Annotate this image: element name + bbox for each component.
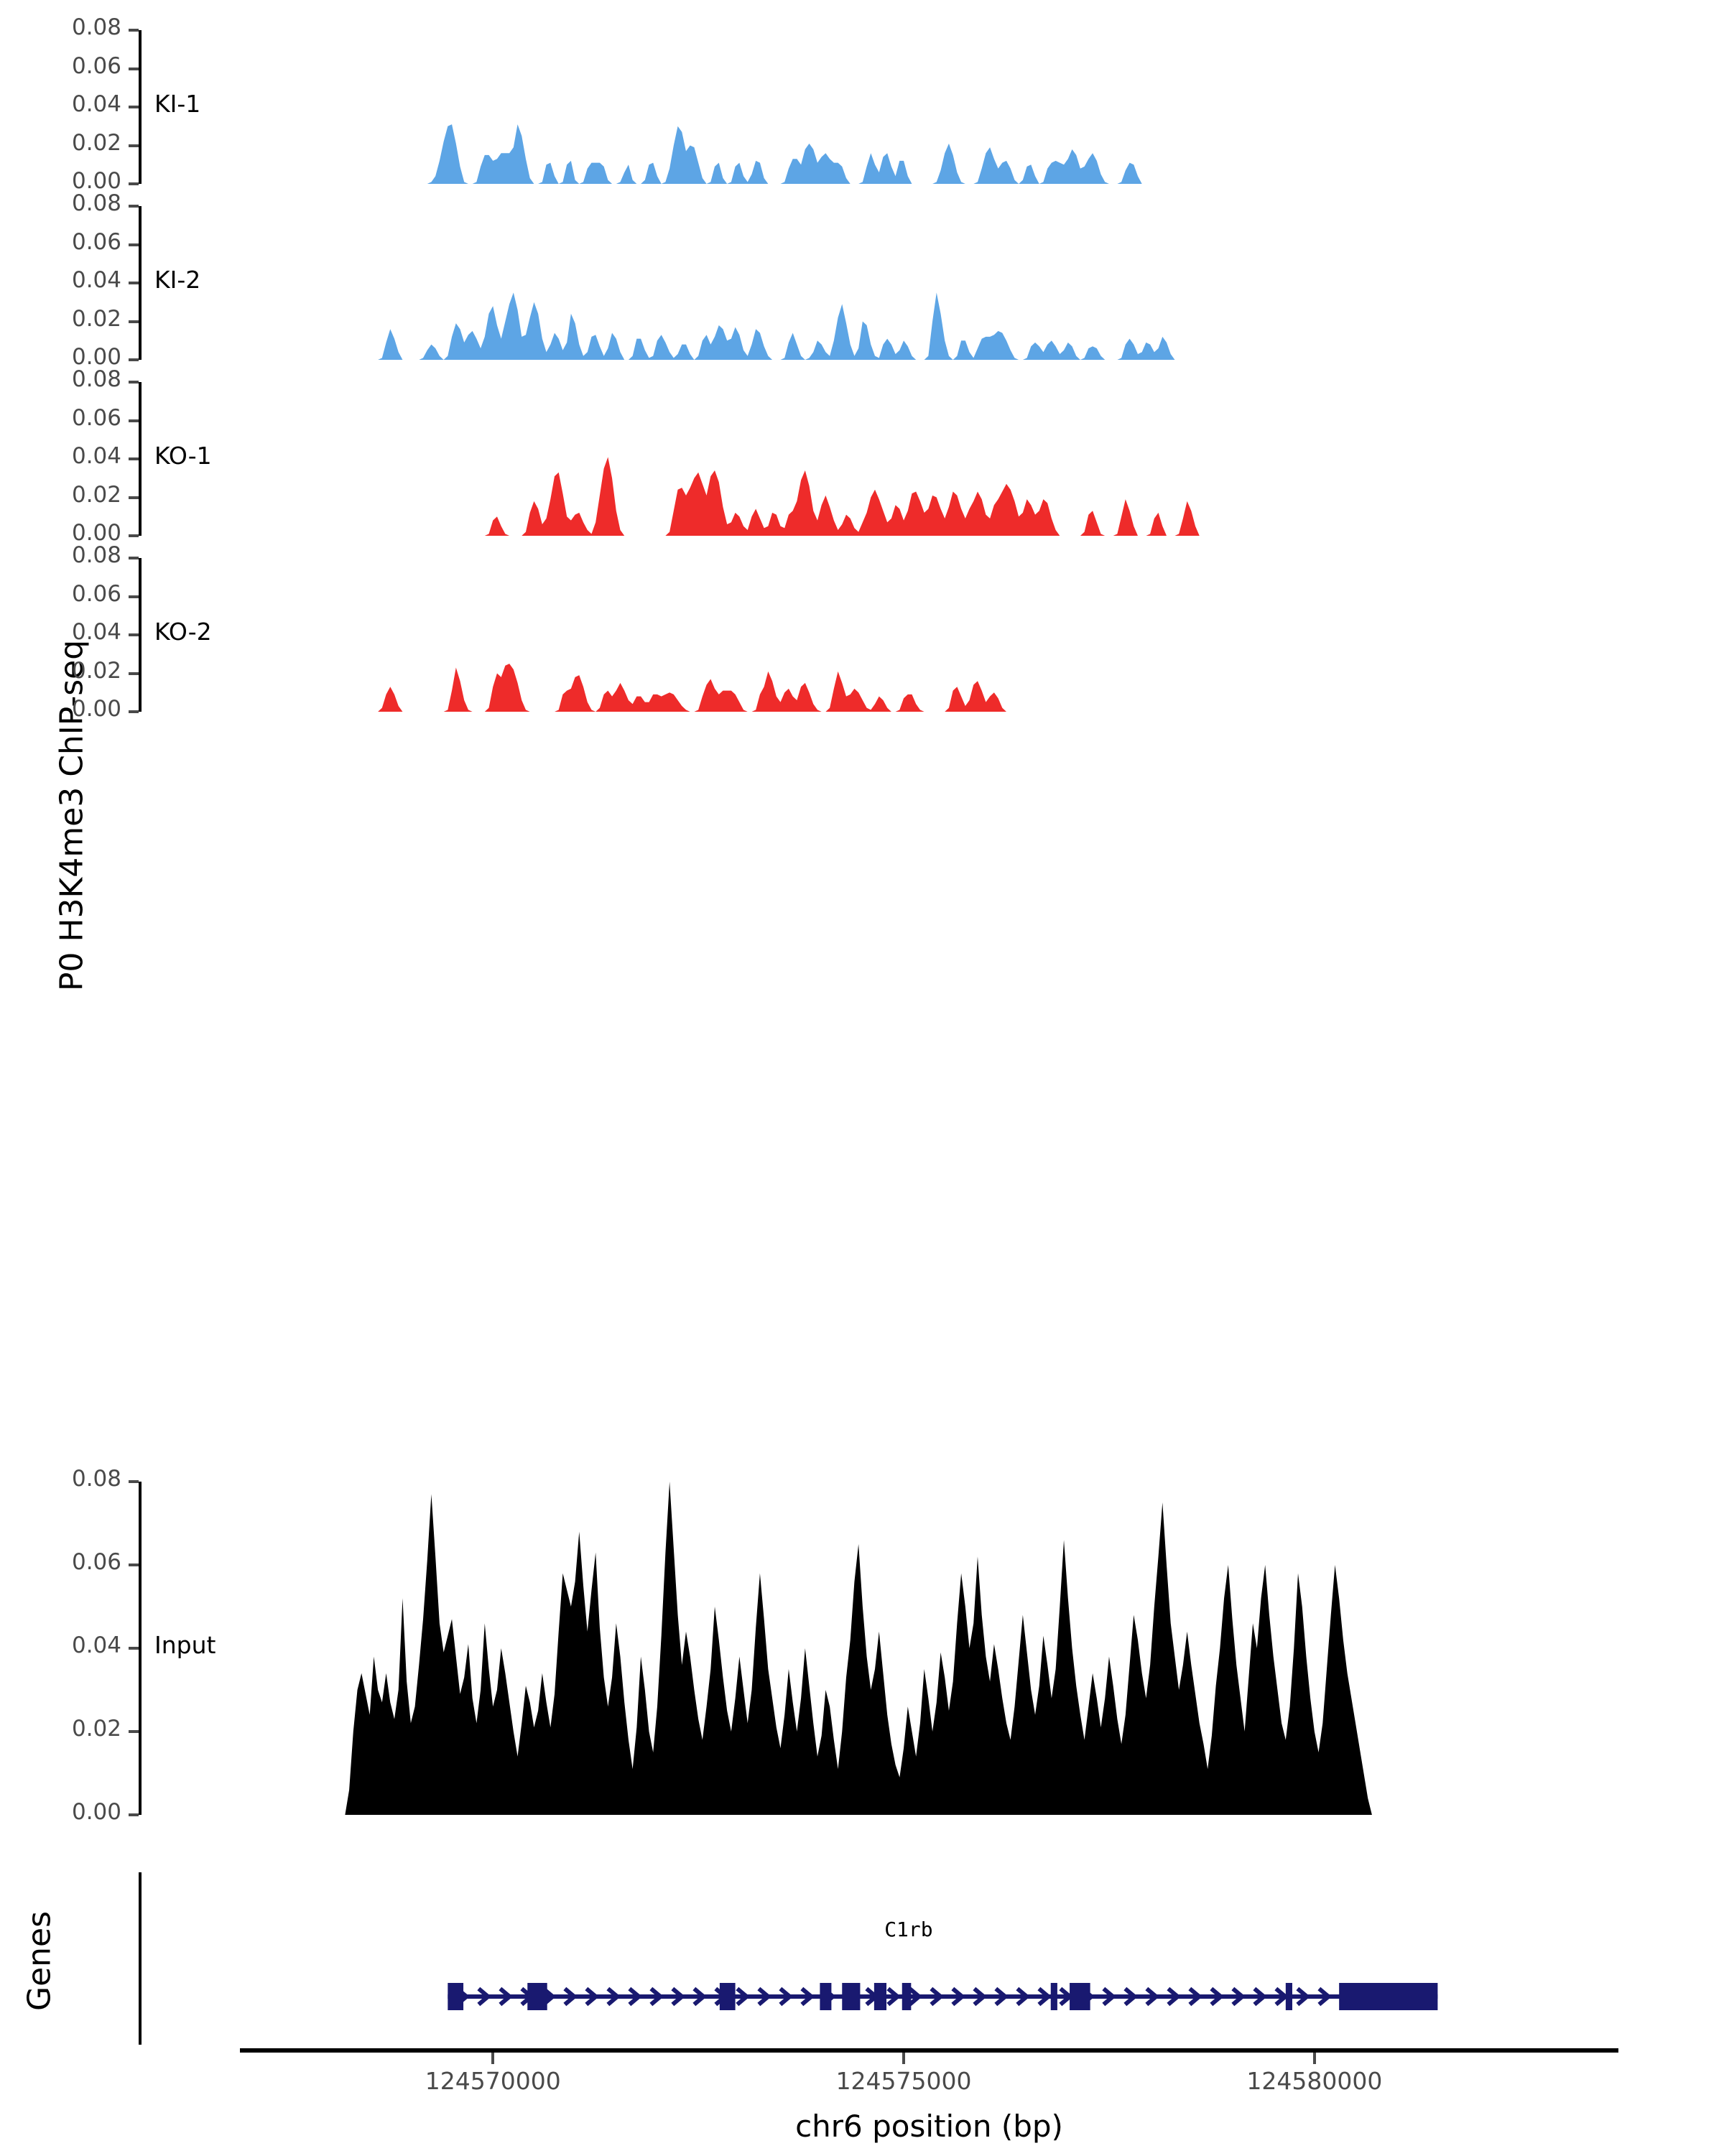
track-label-ko-1: KO-1: [154, 442, 212, 470]
gene-model-c1rb: [0, 1872, 1724, 2088]
y-tick-mark: [129, 633, 139, 636]
y-tick-label: 0.06: [71, 1549, 121, 1575]
y-tick-mark: [129, 1813, 139, 1816]
y-tick-mark: [129, 144, 139, 147]
y-tick-label: 0.02: [71, 129, 121, 156]
signal-area-input: [0, 1479, 1724, 1818]
y-tick-mark: [129, 243, 139, 246]
y-tick-label: 0.02: [71, 481, 121, 508]
x-tick-mark: [491, 2053, 495, 2064]
y-tick-mark: [129, 457, 139, 460]
signal-area-ki-1: [0, 27, 1724, 187]
y-tick-label: 0.00: [71, 168, 121, 194]
y-axis-spine: [139, 206, 142, 360]
track-panel-input: 0.08 0.06 0.04 0.02 0.00 Input: [0, 1466, 1724, 1825]
y-tick-label: 0.06: [71, 52, 121, 79]
y-tick-label: 0.08: [71, 190, 121, 216]
y-tick-mark: [129, 710, 139, 713]
x-tick-label: 124575000: [835, 2067, 972, 2095]
y-tick-mark: [129, 1647, 139, 1650]
y-axis-spine: [139, 1482, 142, 1815]
track-label-ko-2: KO-2: [154, 618, 212, 646]
y-axis-spine: [139, 30, 142, 184]
y-tick-label: 0.08: [71, 366, 121, 392]
y-tick-label: 0.02: [71, 305, 121, 332]
gene-axis-spine: [139, 1872, 142, 2045]
y-tick-mark: [129, 1730, 139, 1733]
y-tick-label: 0.00: [71, 520, 121, 546]
x-tick-label: 124580000: [1246, 2067, 1383, 2095]
gene-name-label: C1rb: [884, 1918, 933, 1941]
y-tick-label: 0.06: [71, 580, 121, 607]
y-tick-mark: [129, 1480, 139, 1483]
y-tick-label: 0.04: [71, 267, 121, 293]
y-tick-mark: [129, 496, 139, 499]
y-tick-label: 0.00: [71, 1799, 121, 1825]
x-tick-mark: [902, 2053, 906, 2064]
y-tick-mark: [129, 182, 139, 185]
x-tick-label: 124570000: [425, 2067, 561, 2095]
signal-area-ki-2: [0, 203, 1724, 363]
gene-panel: C1rb: [0, 1872, 1724, 2156]
signal-area-ko-1: [0, 379, 1724, 539]
y-tick-mark: [129, 672, 139, 675]
y-tick-label: 0.08: [71, 1466, 121, 1492]
y-tick-mark: [129, 595, 139, 598]
y-tick-label: 0.00: [71, 344, 121, 370]
y-tick-label: 0.04: [71, 91, 121, 117]
y-tick-label: 0.08: [71, 14, 121, 40]
y-tick-label: 0.04: [71, 1632, 121, 1658]
x-axis-label: chr6 position (bp): [795, 2109, 1063, 2144]
y-tick-mark: [129, 1563, 139, 1566]
y-axis-spine: [139, 558, 142, 712]
y-tick-label: 0.00: [71, 696, 121, 722]
track-label-ki-2: KI-2: [154, 266, 201, 294]
y-tick-label: 0.06: [71, 228, 121, 255]
y-tick-label: 0.02: [71, 1716, 121, 1742]
y-tick-label: 0.06: [71, 404, 121, 431]
y-tick-mark: [129, 358, 139, 361]
y-tick-mark: [129, 29, 139, 32]
y-tick-mark: [129, 282, 139, 284]
y-tick-mark: [129, 205, 139, 208]
x-axis-spine: [240, 2048, 1618, 2053]
y-axis-spine: [139, 382, 142, 536]
y-tick-mark: [129, 320, 139, 323]
y-tick-mark: [129, 106, 139, 108]
track-panel-ko-1: 0.08 0.06 0.04 0.02 0.00 KO-1: [0, 366, 1724, 546]
track-panel-ki-2: 0.08 0.06 0.04 0.02 0.00 KI-2: [0, 190, 1724, 370]
y-tick-mark: [129, 381, 139, 384]
track-label-ki-1: KI-1: [154, 90, 201, 118]
y-tick-label: 0.04: [71, 619, 121, 645]
track-panel-ki-1: 0.08 0.06 0.04 0.02 0.00 KI-1: [0, 14, 1724, 194]
y-tick-mark: [129, 557, 139, 559]
y-tick-label: 0.08: [71, 542, 121, 568]
y-tick-mark: [129, 534, 139, 537]
x-tick-mark: [1312, 2053, 1316, 2064]
y-tick-label: 0.02: [71, 657, 121, 684]
track-label-input: Input: [154, 1631, 216, 1659]
y-tick-mark: [129, 419, 139, 422]
track-panel-ko-2: 0.08 0.06 0.04 0.02 0.00 KO-2: [0, 542, 1724, 722]
y-tick-mark: [129, 67, 139, 70]
y-tick-label: 0.04: [71, 443, 121, 469]
signal-area-ko-2: [0, 555, 1724, 715]
